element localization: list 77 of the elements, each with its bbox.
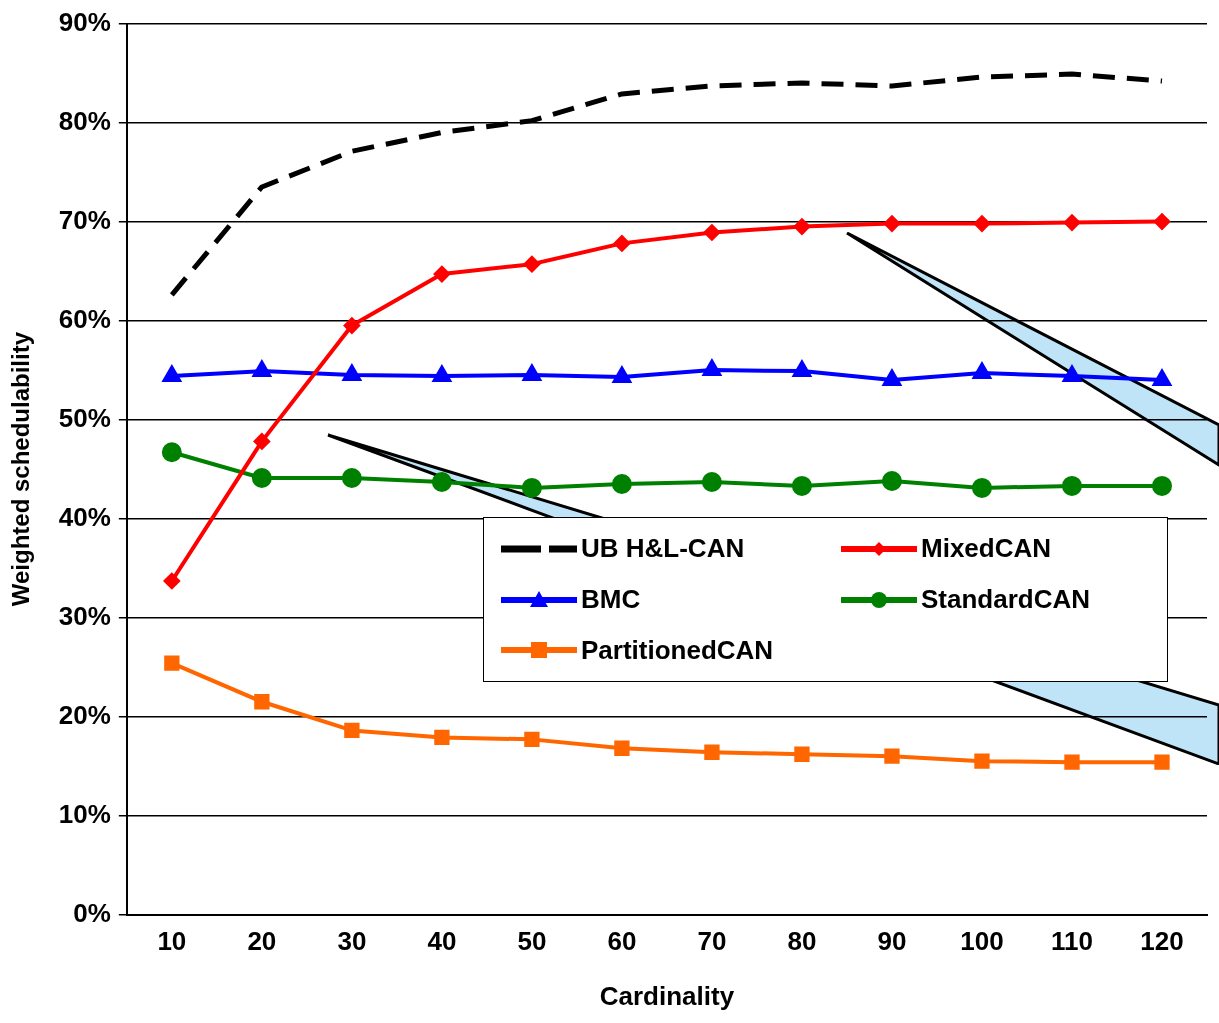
- point: [973, 363, 991, 380]
- point: [703, 360, 721, 377]
- point: [251, 468, 272, 489]
- point: [973, 215, 990, 232]
- point: [254, 694, 270, 710]
- point: [252, 361, 271, 378]
- point: [793, 218, 810, 235]
- y-tick-label: 90%: [58, 6, 111, 37]
- point: [161, 442, 182, 463]
- y-tick-label: 60%: [58, 303, 111, 334]
- point: [883, 370, 901, 386]
- point: [1063, 366, 1081, 383]
- x-tick-label: 110: [1051, 926, 1093, 957]
- point: [611, 473, 632, 494]
- point: [884, 748, 900, 764]
- y-tick-label: 40%: [58, 501, 111, 532]
- x-tick-label: 120: [1140, 926, 1184, 957]
- x-tick-label: 60: [607, 926, 637, 957]
- y-tick-label: 0%: [73, 897, 111, 928]
- point: [1061, 475, 1082, 496]
- point: [343, 317, 360, 334]
- point: [1153, 213, 1170, 230]
- x-tick-label: 10: [157, 926, 187, 957]
- point: [612, 367, 631, 384]
- point: [793, 361, 811, 378]
- point: [971, 477, 992, 498]
- point: [881, 470, 902, 491]
- point: [1153, 370, 1171, 386]
- y-tick-label: 30%: [58, 600, 111, 631]
- point: [521, 477, 542, 498]
- point: [1151, 475, 1172, 496]
- y-tick-label: 80%: [58, 105, 111, 136]
- x-tick-label: 100: [960, 926, 1004, 957]
- x-axis-title: Cardinality: [599, 980, 735, 1011]
- legend-label: PartitionedCAN: [581, 634, 774, 666]
- point: [431, 471, 452, 492]
- point: [163, 572, 180, 589]
- point: [522, 365, 541, 382]
- legend-label: StandardCAN: [921, 584, 1091, 615]
- y-tick-label: 50%: [58, 402, 111, 433]
- point: [253, 433, 270, 450]
- legend-label: BMC: [581, 584, 641, 615]
- point: [1154, 754, 1170, 770]
- point: [613, 235, 630, 252]
- point: [432, 366, 451, 383]
- x-tick-label: 80: [787, 926, 817, 957]
- point: [524, 731, 540, 748]
- point: [703, 224, 720, 241]
- point: [1063, 214, 1080, 231]
- x-tick-label: 20: [247, 926, 277, 957]
- point: [342, 365, 361, 382]
- x-tick-label: 40: [427, 926, 457, 957]
- legend-label: UB H&L-CAN: [581, 533, 745, 565]
- x-tick-label: 90: [877, 926, 907, 957]
- x-tick-label: 50: [517, 926, 547, 957]
- point: [162, 366, 181, 383]
- y-tick-label: 20%: [58, 699, 111, 730]
- point: [794, 746, 810, 762]
- legend-label: MixedCAN: [921, 533, 1052, 565]
- y-tick-label: 10%: [58, 798, 111, 829]
- point: [164, 655, 180, 671]
- point: [344, 722, 360, 739]
- y-tick-label: 70%: [58, 204, 111, 235]
- point: [1064, 754, 1080, 770]
- point: [433, 266, 450, 283]
- point: [341, 468, 362, 489]
- point: [883, 215, 900, 232]
- point: [791, 475, 812, 496]
- point: [523, 256, 540, 273]
- point: [434, 729, 450, 746]
- point: [701, 471, 722, 492]
- x-tick-label: 30: [337, 926, 367, 957]
- point: [704, 744, 720, 760]
- point: [974, 753, 990, 769]
- y-axis-title: Weighted schedulability: [7, 331, 35, 607]
- point: [614, 740, 630, 756]
- x-tick-label: 70: [697, 926, 727, 957]
